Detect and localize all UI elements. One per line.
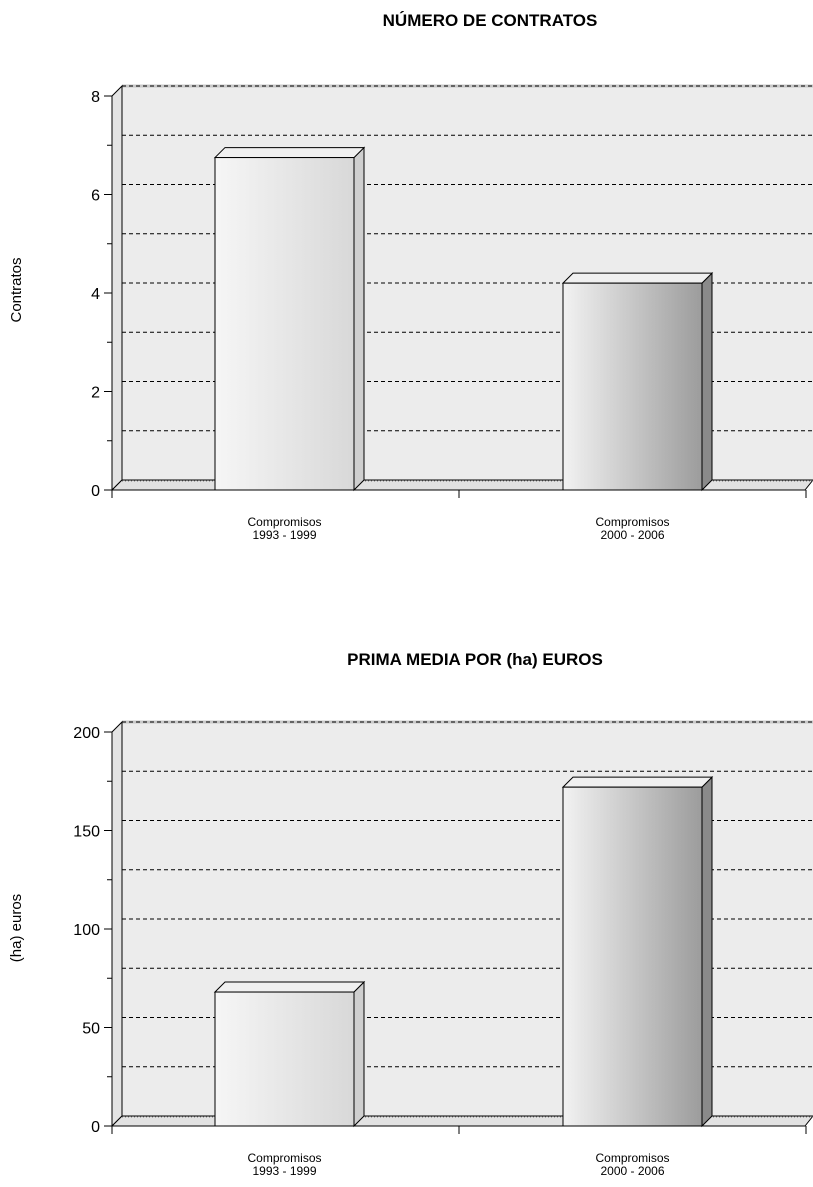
chart-title: PRIMA MEDIA POR (ha) EUROS [347,650,603,669]
y-tick-label: 100 [73,922,100,939]
bar-side [353,980,365,1128]
y-tick-label: 8 [91,89,100,106]
bar-side [701,271,713,492]
y-axis-label: Contratos [8,257,25,322]
y-tick-label: 6 [91,188,100,205]
side-wall [111,84,123,492]
y-tick-label: 200 [73,725,100,742]
x-tick-label: 1993 - 1999 [252,1164,316,1178]
y-tick-label: 0 [91,1119,100,1136]
bar-top [561,272,714,284]
bar-front [562,786,703,1127]
x-tick-label: 2000 - 2006 [600,528,664,542]
x-tick-label: Compromisos [595,1151,669,1165]
y-tick-label: 2 [91,385,100,402]
bar [213,980,366,1128]
bar-front [214,157,355,491]
y-axis-label: (ha) euros [8,894,25,962]
chart-prima-media: PRIMA MEDIA POR (ha) EUROS (ha) euros 0 5… [8,650,813,1178]
bar [561,271,714,492]
chart-contratos: NÚMERO DE CONTRATOS Contratos 0 2 4 6 8 Compr… [8,11,813,542]
y-tick-label: 4 [91,286,100,303]
x-tick-label: Compromisos [247,1151,321,1165]
bar-side [701,775,713,1128]
y-tick-label: 0 [91,483,100,500]
bar-front [562,282,703,491]
bar-side [353,146,365,492]
x-tick-label: Compromisos [247,515,321,529]
side-wall [111,720,123,1128]
chart-title: NÚMERO DE CONTRATOS [383,11,598,30]
x-tick-label: Compromisos [595,515,669,529]
y-tick-label: 50 [82,1021,100,1038]
bar [561,775,714,1128]
bar-top [213,981,366,993]
x-tick-label: 2000 - 2006 [600,1164,664,1178]
y-tick-label: 150 [73,824,100,841]
bar-top [213,147,366,159]
bar-top [561,776,714,788]
x-tick-label: 1993 - 1999 [252,528,316,542]
bar-front [214,991,355,1127]
bar [213,146,366,492]
